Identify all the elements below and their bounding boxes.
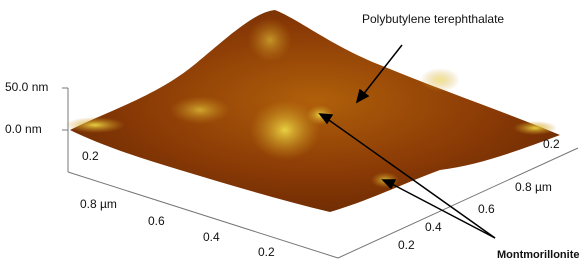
back-tick-label: 0.2 [82, 149, 99, 163]
afm-figure: Polybutylene terephthalate Montmorilloni… [0, 0, 584, 265]
back-tick-label: 0.2 [543, 137, 560, 151]
surface-peak [170, 96, 230, 124]
right-tick-label: 0.6 [478, 202, 495, 216]
z-tick-label: 0.0 nm [5, 122, 42, 136]
z-tick-label: 50.0 nm [5, 80, 48, 94]
left-tick-label: 0.8 µm [80, 197, 117, 211]
annotation: Montmorillonite [497, 249, 580, 261]
left-tick-label: 0.4 [203, 230, 220, 244]
surface-peak [420, 68, 460, 92]
right-tick-label: 0.2 [398, 238, 415, 252]
surface-peak [513, 121, 557, 135]
surface [65, 10, 560, 212]
right-tick-label: 0.8 µm [515, 180, 552, 194]
surface-peak [248, 18, 292, 62]
right-tick-label: 0.4 [425, 220, 442, 234]
left-tick-label: 0.6 [148, 214, 165, 228]
left-tick-label: 0.2 [258, 245, 275, 259]
annotation: Polybutylene terephthalate [362, 12, 504, 26]
surface-peak [65, 117, 125, 133]
